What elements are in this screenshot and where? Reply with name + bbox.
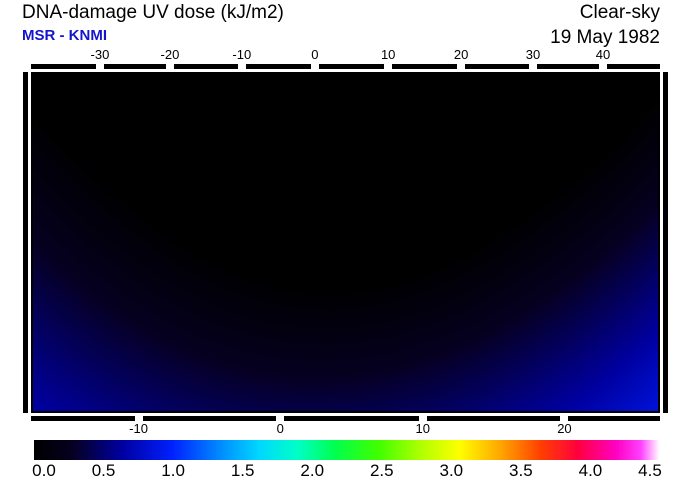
tick-gap-bottom-20: [560, 416, 569, 421]
axis-tick-top-0: 0: [311, 47, 319, 62]
axis-tick-bottom-20: 20: [557, 421, 572, 436]
colorbar-tick-1p0: 1.0: [161, 461, 185, 480]
axis-bar-left: [23, 72, 28, 413]
page-title: DNA-damage UV dose (kJ/m2): [22, 2, 284, 23]
colorbar-tick-4p0: 4.0: [578, 461, 603, 480]
tick-gap-top-40: [599, 64, 608, 69]
axis-tick-bottom--10: -10: [129, 421, 148, 436]
axis-tick-top--20: -20: [160, 47, 180, 62]
map-viewport: [33, 74, 658, 411]
map-plot-area: [31, 72, 660, 413]
tick-gap-top--20: [165, 64, 174, 69]
tick-gap-top-0: [310, 64, 319, 69]
chart-header: DNA-damage UV dose (kJ/m2) MSR - KNMI Cl…: [0, 0, 678, 52]
tick-gap-bottom-0: [276, 416, 285, 421]
axis-tick-top-30: 30: [525, 47, 541, 62]
colorbar-tick-0p0: 0.0: [32, 461, 56, 480]
tick-gap-top-30: [529, 64, 538, 69]
institution-label: MSR - KNMI: [22, 27, 107, 44]
axis-bar-bottom: [31, 416, 660, 421]
map-coastlines-overlay: [33, 74, 658, 411]
tick-gap-top--30: [95, 64, 104, 69]
axis-tick-top-40: 40: [595, 47, 611, 62]
colorbar-tick-4p5: 4.5: [638, 461, 662, 480]
axis-tick-bottom-10: 10: [415, 421, 430, 436]
colorbar-tick-0p5: 0.5: [91, 461, 116, 480]
tick-gap-top-10: [384, 64, 393, 69]
colorbar-tick-2p5: 2.5: [369, 461, 394, 480]
axis-tick-top--10: -10: [232, 47, 252, 62]
date-label: 19 May 1982: [550, 27, 660, 48]
axis-tick-top-20: 20: [453, 47, 469, 62]
axis-tick-bottom-0: 0: [276, 421, 284, 436]
tick-gap-top--10: [237, 64, 246, 69]
axis-bar-top: [31, 64, 660, 69]
uv-dose-heatmap-field: [33, 74, 658, 411]
axis-tick-top-10: 10: [380, 47, 396, 62]
tick-gap-bottom--10: [134, 416, 143, 421]
sky-condition-label: Clear-sky: [579, 2, 660, 23]
colorbar-tick-3p0: 3.0: [439, 461, 464, 480]
colorbar-tick-3p5: 3.5: [509, 461, 533, 480]
axis-bar-right: [663, 72, 668, 413]
colorbar-tick-2p0: 2.0: [300, 461, 325, 480]
axis-tick-top--30: -30: [90, 47, 110, 62]
tick-gap-bottom-10: [418, 416, 427, 421]
colorbar-tick-1p5: 1.5: [230, 461, 255, 480]
tick-gap-top-20: [457, 64, 466, 69]
colorbar: [34, 440, 660, 460]
